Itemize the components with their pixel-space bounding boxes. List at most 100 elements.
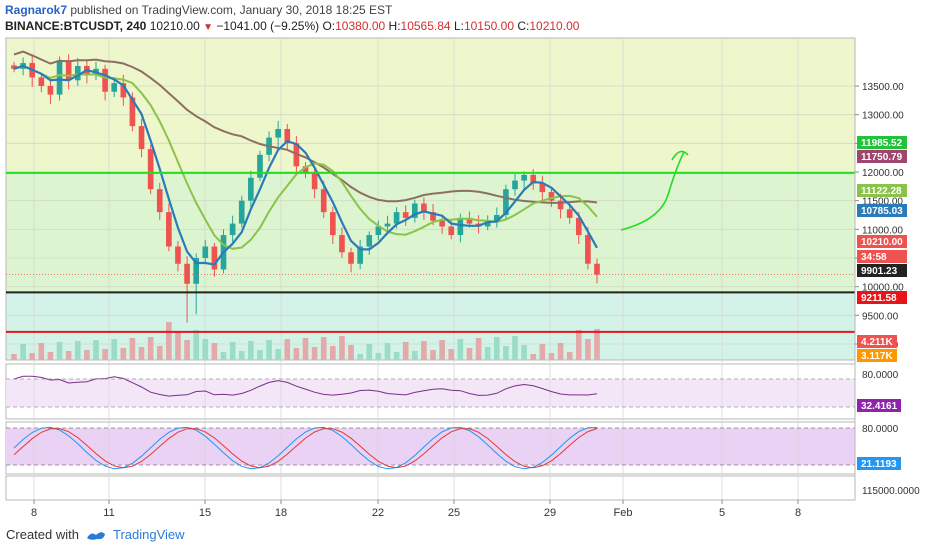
volume-bar bbox=[539, 344, 546, 360]
stoch-band bbox=[6, 428, 855, 465]
stoch-pane[interactable] bbox=[6, 426, 855, 470]
candle-body bbox=[348, 252, 354, 264]
candle-body bbox=[248, 177, 254, 201]
volume-bar bbox=[184, 340, 190, 360]
ma-short-line bbox=[13, 64, 598, 266]
volume-bar bbox=[302, 338, 309, 360]
volume-bar bbox=[284, 339, 291, 360]
volume-tag-text: 3.117K bbox=[861, 351, 893, 362]
candle-body bbox=[366, 235, 373, 247]
volume-bar bbox=[238, 351, 245, 360]
volume-tag bbox=[857, 335, 897, 348]
candle-body bbox=[375, 226, 382, 236]
candle-body bbox=[229, 223, 236, 236]
open-label: O: bbox=[322, 19, 336, 33]
candle-body bbox=[193, 258, 200, 284]
candle-body bbox=[147, 149, 154, 190]
volume-bar bbox=[585, 339, 591, 360]
tradingview-logo-icon bbox=[86, 531, 105, 540]
volume-bar bbox=[475, 338, 482, 360]
volume-bar bbox=[211, 343, 218, 360]
stoch-value-text: 21.1193 bbox=[861, 459, 897, 470]
candle-body bbox=[102, 68, 108, 92]
candle-body bbox=[184, 263, 190, 284]
price-tick-label: 12000.00 bbox=[862, 168, 904, 179]
price-tick-label: 10000.00 bbox=[862, 283, 904, 294]
time-tick-label: 22 bbox=[372, 507, 384, 519]
volume-bar bbox=[220, 352, 227, 360]
ma-long-line bbox=[13, 50, 598, 204]
volume-bar bbox=[156, 346, 163, 360]
rsi-tick-label: 80.0000 bbox=[862, 370, 899, 381]
candle-body bbox=[129, 97, 136, 127]
candle-body bbox=[257, 154, 263, 178]
high-label: H: bbox=[388, 19, 401, 33]
zone-middle bbox=[6, 172, 855, 293]
price-tick-label: 13000.00 bbox=[862, 111, 904, 122]
volume-bar bbox=[47, 352, 54, 360]
volume-bar bbox=[357, 354, 363, 360]
price-tag bbox=[857, 291, 907, 304]
volume-bar bbox=[202, 339, 209, 360]
candle-body bbox=[548, 192, 555, 201]
candle-body bbox=[211, 246, 218, 270]
candle-body bbox=[302, 166, 309, 172]
author-name[interactable]: Ragnarok7 bbox=[5, 3, 68, 17]
time-tick-label: 25 bbox=[448, 507, 460, 519]
projection-arrow[interactable] bbox=[620, 150, 689, 231]
symbol-label: BINANCE:BTCUSDT, 240 bbox=[5, 19, 147, 33]
volume-bar bbox=[594, 329, 600, 360]
low-label: L: bbox=[453, 19, 464, 33]
volume-bar bbox=[566, 352, 573, 360]
price-tag-text: 11122.28 bbox=[861, 186, 902, 197]
created-with-text: Created with bbox=[6, 527, 79, 542]
volume-bar bbox=[120, 348, 127, 360]
candle-body bbox=[47, 86, 54, 95]
price-tick-label: 11000.00 bbox=[862, 225, 903, 236]
stoch-tick-label: 80.0000 bbox=[862, 424, 899, 435]
time-tick-label: Feb bbox=[614, 507, 633, 519]
price-tick-label: 11500.00 bbox=[862, 197, 903, 208]
stoch-d-line bbox=[13, 428, 598, 469]
candle-body bbox=[320, 189, 327, 213]
candle-body bbox=[357, 246, 363, 264]
candle-body bbox=[65, 60, 72, 81]
candle-body bbox=[238, 200, 245, 224]
volume-bar bbox=[84, 350, 90, 360]
rsi-value-tag bbox=[857, 399, 901, 412]
candle-body bbox=[275, 129, 281, 138]
volume-bar bbox=[575, 330, 582, 360]
extra-tick-label: 115000.0000 bbox=[862, 486, 920, 497]
time-axis[interactable]: 8 11 15 18 22 25 29 Feb 5 8 bbox=[6, 499, 855, 519]
candle-body bbox=[402, 212, 409, 218]
price-pane[interactable] bbox=[6, 50, 855, 360]
time-tick-label: 8 bbox=[31, 507, 37, 519]
rsi-pane[interactable] bbox=[6, 375, 855, 408]
candle-body bbox=[11, 65, 17, 69]
candle-body bbox=[439, 220, 445, 227]
candle-body bbox=[575, 217, 582, 236]
volume-bar bbox=[411, 351, 418, 360]
candle-body bbox=[339, 235, 345, 253]
volume-bar bbox=[193, 330, 200, 360]
volume-bar bbox=[29, 353, 36, 360]
volume-bar bbox=[275, 349, 281, 360]
published-text: published on TradingView.com, January 30… bbox=[70, 3, 393, 17]
rsi-band bbox=[6, 379, 855, 407]
high-value: 10565.84 bbox=[400, 19, 451, 33]
price-tag-text: 34:58 bbox=[861, 252, 887, 263]
candle-body bbox=[284, 129, 291, 144]
candle-body bbox=[530, 174, 537, 184]
candle-body bbox=[111, 83, 118, 92]
candle-body bbox=[594, 263, 600, 275]
volume-bar bbox=[129, 338, 136, 360]
candle-body bbox=[384, 223, 391, 227]
volume-bar bbox=[257, 350, 263, 360]
tradingview-brand[interactable]: TradingView bbox=[112, 527, 185, 542]
candle-body bbox=[138, 126, 145, 150]
volume-bar bbox=[421, 341, 427, 360]
time-tick-label: 11 bbox=[103, 507, 114, 519]
price-axis-labels: 11985.52 11750.79 11122.28 10785.03 10210.00… bbox=[857, 136, 920, 497]
price-tag-text: 11750.79 bbox=[861, 152, 903, 163]
